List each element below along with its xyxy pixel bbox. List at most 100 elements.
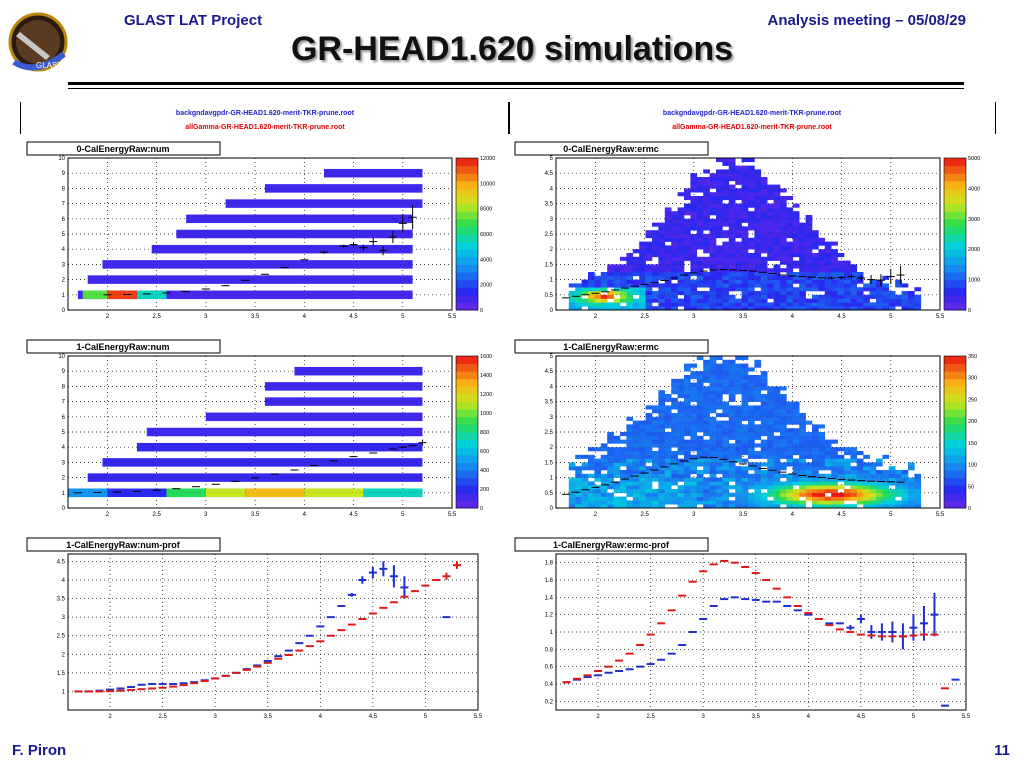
heatmap-cell [690, 458, 698, 463]
heatmap-cell [748, 367, 755, 372]
heatmap-cell [799, 268, 806, 273]
heatmap-cell [664, 492, 672, 497]
heatmap-cell [792, 481, 800, 486]
heatmap-cell [780, 451, 787, 456]
heatmap-cell [735, 447, 742, 452]
heatmap-cell [818, 435, 826, 440]
heatmap-cell [594, 462, 602, 467]
heatmap-cell [568, 500, 576, 505]
heatmap-cell [703, 188, 710, 193]
heatmap-cell [818, 473, 826, 478]
heatmap-cell [684, 485, 691, 490]
x-tick-label: 5.5 [962, 714, 971, 720]
heatmap-cell [696, 371, 704, 376]
heatmap-cell [741, 390, 749, 395]
palette-cell [944, 447, 966, 456]
heatmap-cell [652, 443, 659, 448]
heatmap-cell [716, 378, 723, 383]
heatmap-cell [786, 489, 794, 494]
heatmap-cell [703, 218, 710, 223]
heatmap-cell [901, 496, 909, 501]
heatmap-cell [780, 237, 787, 242]
heatmap-cell [735, 439, 742, 444]
heatmap-cell [812, 264, 819, 269]
y-tick-label: 1 [550, 630, 554, 636]
heatmap-cell [639, 287, 646, 292]
heatmap-cell [780, 226, 787, 231]
heatmap-cell [818, 466, 826, 471]
heatmap-cell [728, 477, 736, 482]
heatmap-cell [773, 458, 781, 463]
heatmap-cell [780, 447, 787, 452]
y-tick-label: 2 [62, 652, 66, 658]
heatmap-cell [748, 275, 755, 280]
heatmap-cell [741, 279, 749, 284]
heatmap-cell [735, 435, 742, 440]
heatmap-cell [690, 203, 698, 208]
x-tick-label: 5 [889, 314, 893, 320]
heatmap-cell [760, 470, 768, 475]
heatmap-cell [882, 275, 890, 280]
heatmap-cell [837, 264, 845, 269]
heatmap-cell [671, 222, 678, 227]
palette-tick-label: 1200 [480, 392, 492, 398]
palette-cell [944, 470, 966, 479]
heatmap-cell [914, 489, 922, 494]
heatmap-cell [639, 302, 646, 307]
heatmap-cell [914, 477, 922, 482]
heatmap-cell [639, 454, 646, 459]
heatmap-cell [600, 462, 608, 467]
x-tick-label: 3 [204, 314, 208, 320]
heatmap-cell [735, 264, 742, 269]
heatmap-cell [645, 492, 653, 497]
heatmap-cell [799, 466, 806, 471]
palette-cell [944, 256, 966, 265]
heatmap-cell [645, 256, 653, 261]
heatmap-cell [741, 245, 749, 250]
heatmap-cell [626, 477, 634, 482]
heatmap-cell [600, 298, 608, 303]
palette-cell [456, 234, 478, 243]
heatmap-cell [613, 504, 621, 509]
heatmap-cell [824, 294, 832, 299]
heatmap-cell [703, 260, 710, 265]
heatmap-cell [856, 458, 864, 463]
heatmap-cell [652, 306, 659, 311]
heatmap-cell [728, 203, 736, 208]
series-blue-point [877, 623, 886, 641]
heatmap-cell [613, 458, 621, 463]
heatmap-cell [716, 173, 723, 178]
heatmap-cell [741, 275, 749, 280]
heatmap-cell [664, 424, 672, 429]
heatmap-cell [748, 485, 755, 490]
palette-tick-label: 4000 [480, 257, 492, 263]
heatmap-cell [741, 485, 749, 490]
heatmap-cell [639, 306, 646, 311]
heatmap-cell [748, 203, 755, 208]
heatmap-cell [652, 504, 659, 509]
x-tick-label: 3.5 [739, 512, 748, 518]
heatmap-row [87, 275, 413, 284]
heatmap-cell [690, 500, 698, 505]
heatmap-cell [876, 306, 883, 311]
heatmap-cell [703, 306, 710, 311]
heatmap-cell [856, 294, 864, 299]
heatmap-cell [696, 203, 704, 208]
heatmap-cell [696, 291, 704, 296]
heatmap-cell [773, 294, 781, 299]
heatmap-cell [716, 424, 723, 429]
heatmap-cell [639, 500, 646, 505]
heatmap-cell [786, 477, 794, 482]
heatmap-cell [831, 241, 838, 246]
heatmap-cell [677, 279, 685, 284]
heatmap-cell [594, 298, 602, 303]
palette-cell [456, 279, 478, 288]
heatmap-cell [735, 382, 742, 387]
palette-cell [944, 363, 966, 372]
heatmap-cell [722, 409, 730, 414]
heatmap-cell [722, 184, 730, 189]
heatmap-cell [805, 306, 813, 311]
heatmap-cell [664, 473, 672, 478]
heatmap-band [186, 214, 413, 224]
heatmap-cell [677, 192, 685, 197]
